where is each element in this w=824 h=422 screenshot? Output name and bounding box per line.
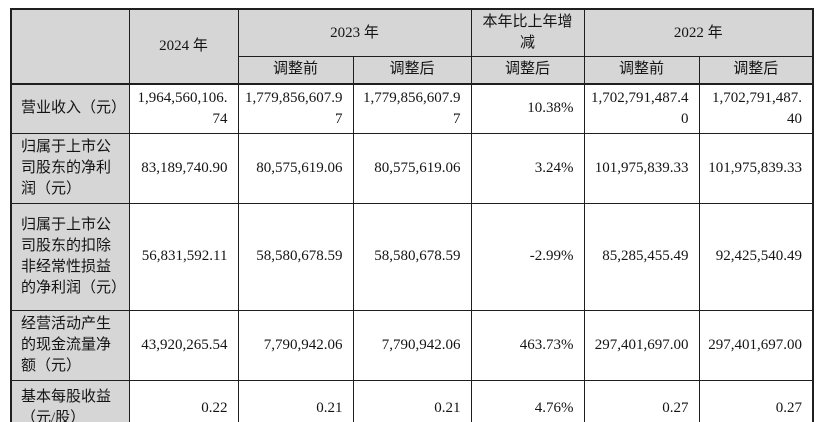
- value-2024: 1,964,560,106.74: [128, 83, 239, 134]
- value-yoy-change: 4.76%: [470, 379, 585, 422]
- value-2022-before: 1,702,791,487.40: [583, 83, 700, 134]
- header-yoy-change: 本年比上年增减: [470, 8, 585, 57]
- header-year-2022: 2022 年: [583, 8, 814, 57]
- row-label: 基本每股收益（元/股）: [10, 379, 130, 422]
- row-label: 归属于上市公司股东的净利润（元）: [10, 132, 130, 204]
- value-2023-before: 1,779,856,607.97: [237, 83, 354, 134]
- header-change-adjusted-after: 调整后: [470, 56, 585, 85]
- value-2023-before: 58,580,678.59: [237, 202, 354, 311]
- header-year-2024: 2024 年: [128, 8, 239, 85]
- value-2023-after: 7,790,942.06: [352, 309, 472, 381]
- value-2022-before: 85,285,455.49: [583, 202, 700, 311]
- value-yoy-change: 10.38%: [470, 83, 585, 134]
- value-2024: 56,831,592.11: [128, 202, 239, 311]
- value-2023-before: 0.21: [237, 379, 354, 422]
- table-row-operating-cash-flow: 经营活动产生的现金流量净额（元） 43,920,265.54 7,790,942…: [10, 309, 814, 381]
- value-2023-after: 1,779,856,607.97: [352, 83, 472, 134]
- table-row-net-profit-deducted: 归属于上市公司股东的扣除非经常性损益的净利润（元） 56,831,592.11 …: [10, 202, 814, 311]
- value-2023-after: 0.21: [352, 379, 472, 422]
- row-label: 营业收入（元）: [10, 83, 130, 134]
- value-yoy-change: -2.99%: [470, 202, 585, 311]
- header-2022-adjusted-after: 调整后: [698, 56, 814, 85]
- table-row-net-profit: 归属于上市公司股东的净利润（元） 83,189,740.90 80,575,61…: [10, 132, 814, 204]
- header-corner-cell: [10, 8, 130, 85]
- value-2022-after: 1,702,791,487.40: [698, 83, 814, 134]
- value-2022-after: 101,975,839.33: [698, 132, 814, 204]
- header-2023-adjusted-after: 调整后: [352, 56, 472, 85]
- header-2023-adjusted-before: 调整前: [237, 56, 354, 85]
- table-row-basic-eps: 基本每股收益（元/股） 0.22 0.21 0.21 4.76% 0.27 0.…: [10, 379, 814, 422]
- value-yoy-change: 463.73%: [470, 309, 585, 381]
- table-row-revenue: 营业收入（元） 1,964,560,106.74 1,779,856,607.9…: [10, 83, 814, 134]
- row-label: 归属于上市公司股东的扣除非经常性损益的净利润（元）: [10, 202, 130, 311]
- value-2022-after: 297,401,697.00: [698, 309, 814, 381]
- value-2022-after: 0.27: [698, 379, 814, 422]
- value-2024: 83,189,740.90: [128, 132, 239, 204]
- value-2024: 43,920,265.54: [128, 309, 239, 381]
- value-2023-before: 7,790,942.06: [237, 309, 354, 381]
- value-2023-after: 80,575,619.06: [352, 132, 472, 204]
- header-2022-adjusted-before: 调整前: [583, 56, 700, 85]
- value-2023-before: 80,575,619.06: [237, 132, 354, 204]
- header-year-2023: 2023 年: [237, 8, 472, 57]
- value-2022-after: 92,425,540.49: [698, 202, 814, 311]
- value-2022-before: 0.27: [583, 379, 700, 422]
- row-label: 经营活动产生的现金流量净额（元）: [10, 309, 130, 381]
- value-2023-after: 58,580,678.59: [352, 202, 472, 311]
- value-2022-before: 297,401,697.00: [583, 309, 700, 381]
- financial-summary-table: 2024 年 2023 年 本年比上年增减 2022 年 调整前 调整后 调整后…: [10, 8, 815, 422]
- value-2024: 0.22: [128, 379, 239, 422]
- value-yoy-change: 3.24%: [470, 132, 585, 204]
- value-2022-before: 101,975,839.33: [583, 132, 700, 204]
